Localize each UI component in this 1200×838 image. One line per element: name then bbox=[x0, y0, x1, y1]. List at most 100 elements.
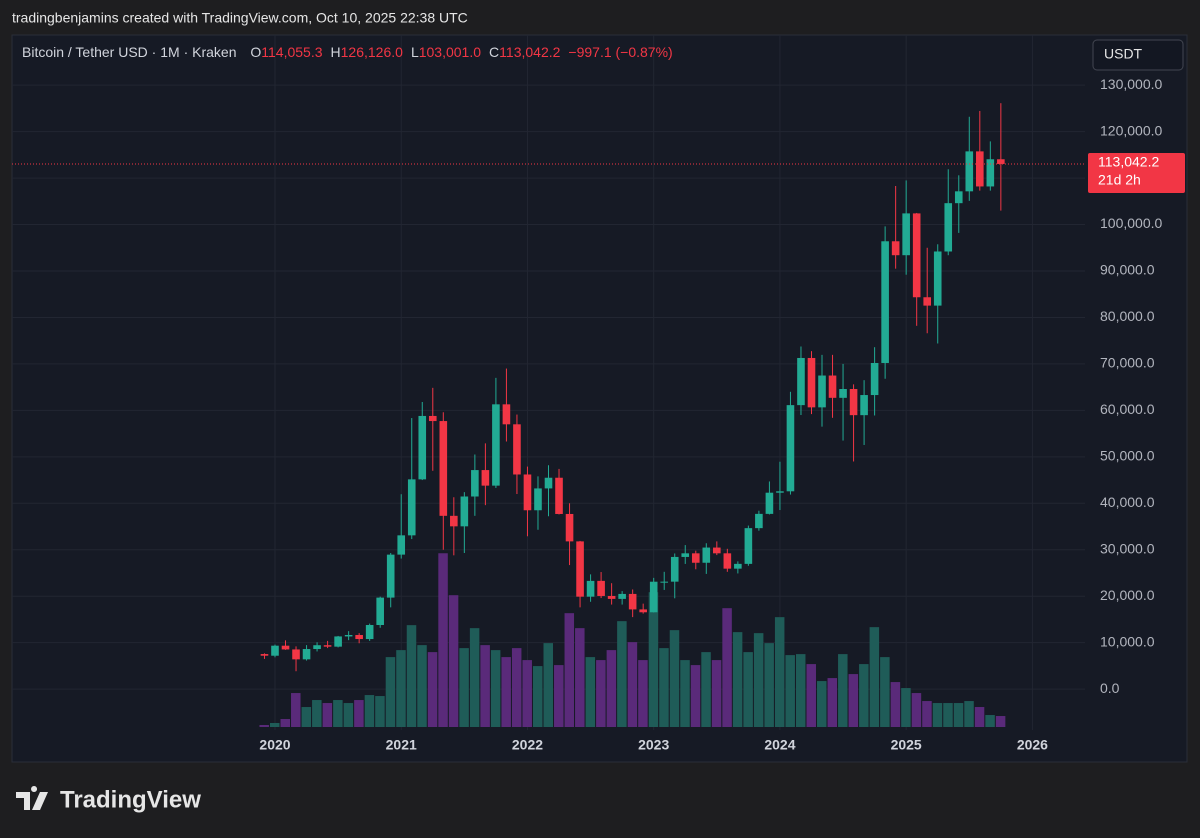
volume-bar bbox=[406, 625, 417, 727]
volume-bar bbox=[659, 648, 669, 727]
candle-body bbox=[649, 581, 658, 613]
volume-bar bbox=[354, 700, 364, 727]
volume-bar bbox=[291, 693, 301, 727]
volume-bar bbox=[606, 650, 617, 727]
logo-icon bbox=[16, 786, 48, 810]
volume-bar bbox=[333, 700, 343, 727]
candle-body bbox=[660, 581, 669, 583]
candle-body bbox=[302, 649, 311, 660]
volume-bar bbox=[417, 645, 427, 727]
candle-body bbox=[460, 496, 469, 527]
candle-body bbox=[323, 645, 332, 647]
volume-bar bbox=[459, 648, 469, 727]
currency-button[interactable] bbox=[1092, 39, 1184, 71]
y-tick-label: 120,000.0 bbox=[1100, 122, 1162, 138]
volume-bar bbox=[774, 617, 785, 727]
volume-bar bbox=[901, 688, 911, 727]
ohlc-key: H bbox=[331, 44, 341, 60]
x-tick-label: 2026 bbox=[1017, 737, 1048, 753]
candle-body bbox=[260, 654, 269, 656]
candle-body bbox=[376, 597, 384, 626]
candle-body bbox=[755, 513, 763, 529]
volume-bar bbox=[469, 628, 480, 727]
candle-body bbox=[281, 645, 290, 650]
candle-body bbox=[954, 191, 963, 204]
candle-body bbox=[344, 634, 353, 637]
y-tick-label: 30,000.0 bbox=[1100, 540, 1155, 556]
y-tick-label: 20,000.0 bbox=[1100, 587, 1155, 603]
volume-bar bbox=[943, 703, 953, 727]
candle-body bbox=[860, 395, 868, 416]
countdown: 21d 2h bbox=[1098, 172, 1141, 188]
volume-bar bbox=[269, 723, 280, 727]
candle-body bbox=[933, 251, 942, 306]
volume-bar bbox=[922, 701, 932, 727]
volume-bar bbox=[543, 643, 553, 727]
candle-body bbox=[544, 477, 553, 489]
y-tick-label: 50,000.0 bbox=[1100, 448, 1155, 464]
candle-body bbox=[681, 553, 690, 557]
volume-bar bbox=[385, 657, 396, 727]
candle-body bbox=[450, 515, 458, 527]
volume-bar bbox=[753, 633, 764, 727]
candle-body bbox=[891, 241, 900, 256]
ohlc-key: C bbox=[489, 44, 499, 60]
volume-bar bbox=[617, 621, 627, 727]
candle-body bbox=[428, 415, 437, 422]
volume-bar bbox=[785, 655, 795, 727]
volume-bar bbox=[711, 660, 722, 727]
volume-bar bbox=[364, 695, 375, 727]
candle-body bbox=[334, 636, 342, 647]
candle-body bbox=[986, 159, 995, 187]
logo: TradingView bbox=[16, 786, 201, 813]
x-tick-label: 2020 bbox=[259, 737, 290, 753]
candle-body bbox=[576, 541, 584, 597]
volume-bar bbox=[575, 628, 585, 727]
candle-body bbox=[492, 404, 500, 486]
candle-body bbox=[365, 625, 374, 640]
candle-body bbox=[713, 547, 721, 554]
volume-bar bbox=[564, 613, 575, 727]
change: −997.1 (−0.87%) bbox=[568, 44, 672, 60]
volume-bar bbox=[627, 642, 638, 727]
last-price-tag bbox=[1088, 152, 1185, 193]
y-tick-label: 10,000.0 bbox=[1100, 633, 1155, 649]
volume-bar bbox=[827, 678, 838, 727]
volume-bar bbox=[848, 674, 859, 727]
ohlc-key: O bbox=[250, 44, 261, 60]
volume-bar bbox=[690, 665, 701, 727]
candle-body bbox=[523, 474, 532, 511]
candle-body bbox=[765, 492, 774, 514]
candle-body bbox=[797, 357, 805, 406]
candle-body bbox=[839, 389, 847, 398]
candle-body bbox=[870, 362, 879, 396]
ohlc-value: 114,055.3 bbox=[261, 44, 322, 60]
volume-bar bbox=[301, 707, 312, 727]
x-tick-label: 2024 bbox=[764, 737, 795, 753]
y-tick-label: 70,000.0 bbox=[1100, 355, 1155, 371]
volume-bar bbox=[427, 652, 438, 727]
currency-label[interactable]: USDT bbox=[1104, 46, 1143, 62]
y-tick-label: 100,000.0 bbox=[1100, 215, 1162, 231]
volume-bar bbox=[838, 654, 848, 727]
candle-body bbox=[691, 553, 700, 563]
candle-body bbox=[418, 415, 427, 480]
volume-bar bbox=[817, 681, 827, 727]
candle-body bbox=[902, 213, 910, 256]
candle-body bbox=[292, 649, 300, 660]
candle-body bbox=[912, 213, 921, 298]
y-tick-label: 80,000.0 bbox=[1100, 308, 1155, 324]
candle-body bbox=[849, 389, 858, 416]
candle-body bbox=[565, 513, 574, 542]
volume-bar bbox=[680, 660, 690, 727]
volume-bar bbox=[964, 701, 974, 727]
x-tick-label: 2022 bbox=[512, 737, 543, 753]
y-tick-label: 130,000.0 bbox=[1100, 76, 1162, 92]
volume-bar bbox=[669, 630, 680, 727]
volume-bar bbox=[722, 608, 732, 727]
volume-bar bbox=[880, 657, 890, 727]
chart-pane bbox=[11, 34, 1188, 763]
volume-bar bbox=[501, 657, 511, 727]
candle-body bbox=[618, 593, 626, 599]
